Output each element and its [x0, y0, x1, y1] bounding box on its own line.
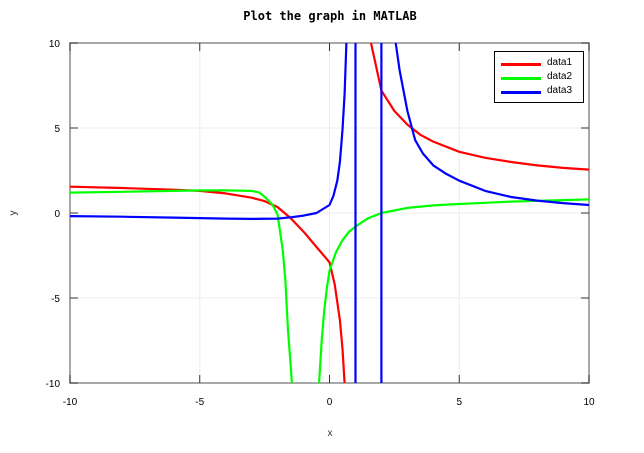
x-tick-label: -5 [195, 397, 204, 408]
x-tick-label: -10 [63, 397, 78, 408]
y-tick-label: -10 [46, 379, 61, 390]
y-tick-label: 5 [54, 124, 60, 135]
y-axis-label: y [8, 211, 19, 216]
axis-ticks: -10 -5 0 5 10 -10 -5 0 5 10 [46, 39, 595, 408]
legend-item-data3: data3 [501, 85, 581, 99]
legend: data1 data2 data3 [494, 51, 584, 103]
legend-label-data3: data3 [547, 85, 573, 96]
legend-swatch-data1 [501, 63, 541, 66]
legend-item-data1: data1 [501, 57, 581, 71]
series-line-data3 [394, 43, 589, 207]
x-axis-label: x [328, 428, 333, 439]
chart-title: Plot the graph in MATLAB [243, 9, 417, 23]
y-tick-label: 10 [49, 39, 61, 50]
series-line-data2 [318, 198, 589, 383]
legend-label-data2: data2 [547, 71, 573, 82]
legend-swatch-data3 [501, 91, 541, 94]
x-tick-label: 5 [456, 397, 462, 408]
series-line-data2 [70, 189, 293, 383]
legend-item-data2: data2 [501, 71, 581, 85]
x-tick-label: 10 [583, 397, 595, 408]
series-line-data3 [70, 43, 348, 220]
legend-swatch-data2 [501, 77, 541, 80]
y-tick-label: 0 [54, 209, 60, 220]
x-tick-label: 0 [327, 397, 333, 408]
data-series [70, 43, 589, 383]
legend-label-data1: data1 [547, 57, 573, 68]
y-tick-label: -5 [51, 294, 60, 305]
